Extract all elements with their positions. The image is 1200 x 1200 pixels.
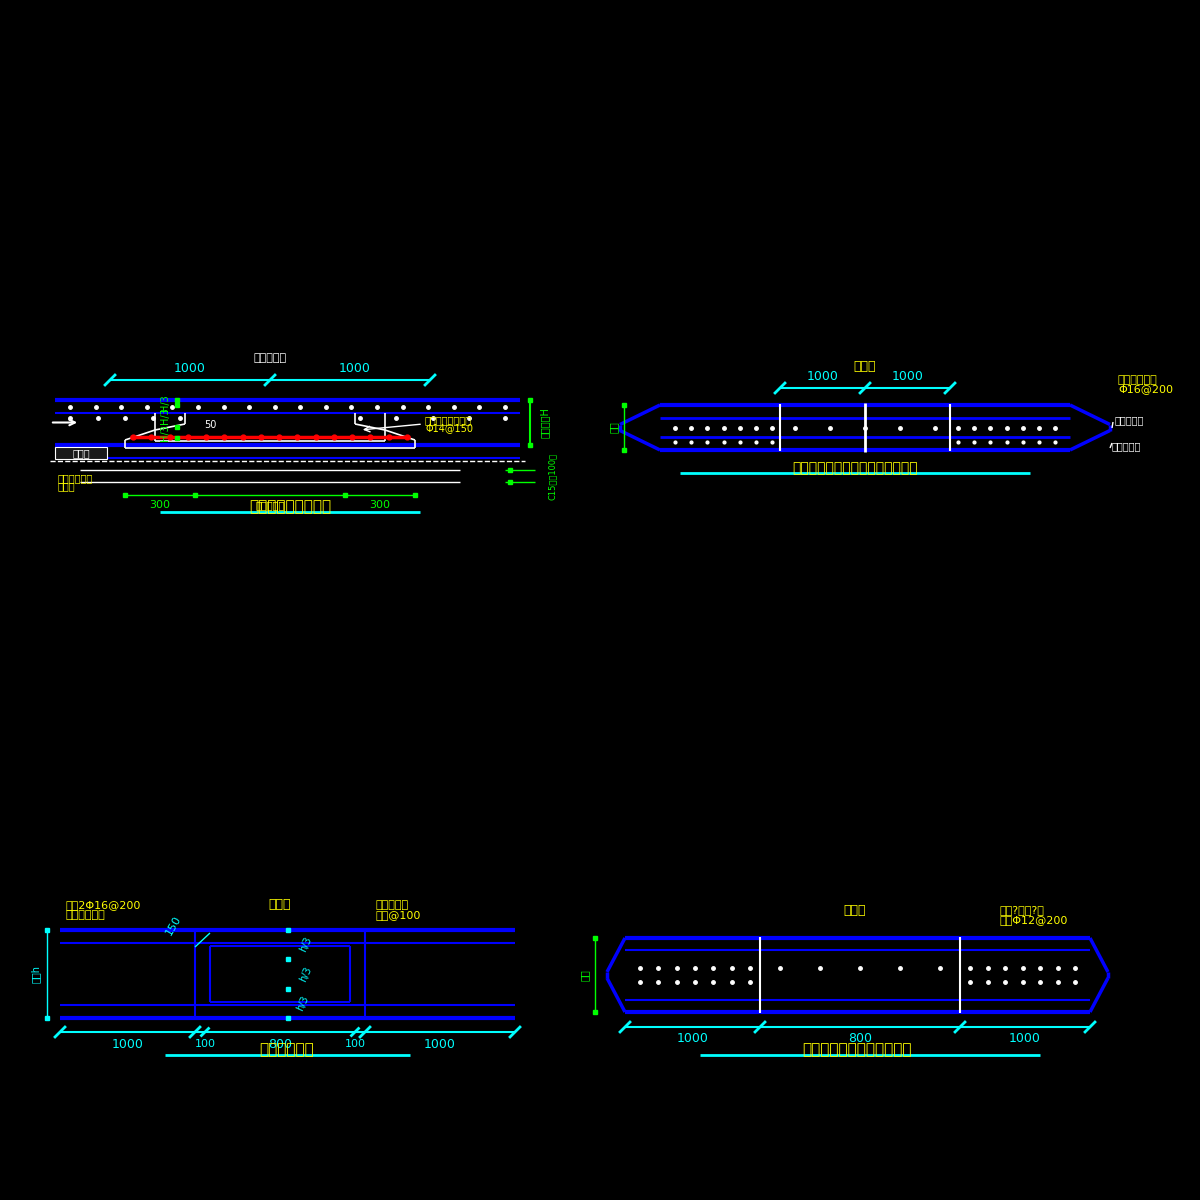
Text: 楼板、内剪力墙后浇带做法: 楼板、内剪力墙后浇带做法 [803,1043,912,1057]
Text: 100: 100 [344,1039,366,1049]
Text: 放置于梁两侧: 放置于梁两侧 [65,910,104,920]
Text: 防水层: 防水层 [72,448,90,458]
Bar [55,446,107,458]
Text: 钢板止水带: 钢板止水带 [1115,415,1145,425]
Text: 箍筋@100: 箍筋@100 [374,910,420,920]
Text: 150: 150 [163,913,182,936]
Text: 800: 800 [268,1038,292,1050]
Text: 后浇带: 后浇带 [844,904,866,917]
Text: H/3: H/3 [160,394,170,410]
Text: H/3: H/3 [160,424,170,440]
Text: H/3: H/3 [160,408,170,425]
Text: h/3: h/3 [298,936,314,954]
Text: 墙厚: 墙厚 [610,421,619,433]
Text: 受力钢筋双排双向: 受力钢筋双排双向 [425,415,472,425]
Text: Φ16@200: Φ16@200 [1118,384,1174,394]
Text: 筏板基础后浇带做法: 筏板基础后浇带做法 [248,499,331,515]
Text: 1000: 1000 [112,1038,144,1050]
Text: 1000: 1000 [1009,1032,1040,1045]
Text: 1000: 1000 [340,361,371,374]
Text: 1000: 1000 [174,361,206,374]
Text: Φ14@150: Φ14@150 [425,422,473,433]
Text: h/3: h/3 [295,994,311,1013]
Text: 上下?内外?各: 上下?内外?各 [1000,905,1045,914]
Text: 内、外各附加: 内、外各附加 [1118,374,1158,385]
Text: 1000: 1000 [806,371,839,384]
Text: 直径同梁内: 直径同梁内 [374,900,408,910]
Text: 加强层混凝土: 加强层混凝土 [58,473,94,482]
Text: 800: 800 [848,1032,872,1045]
Text: h/3: h/3 [298,965,314,983]
Text: 梁后浇带做法: 梁后浇带做法 [259,1043,314,1057]
Text: 300: 300 [370,500,390,510]
Text: 混凝土外墙: 混凝土外墙 [1112,440,1141,451]
Text: 100: 100 [194,1039,216,1049]
Text: 筏板厚度H: 筏板厚度H [540,407,550,438]
Text: 墙厚: 墙厚 [580,970,590,980]
Text: 后浇带: 后浇带 [853,360,876,373]
Text: 后浇带: 后浇带 [269,899,292,912]
Text: 300: 300 [150,500,170,510]
Text: 地下室混凝土外墙后浇带钢筋做法: 地下室混凝土外墙后浇带钢筋做法 [792,461,918,475]
Text: 1000: 1000 [677,1032,708,1045]
Text: C15垫层100厚: C15垫层100厚 [547,452,557,499]
Text: 梁高h: 梁高h [31,965,41,983]
Text: 附加Φ12@200: 附加Φ12@200 [1000,914,1068,925]
Text: 后浇带宽度: 后浇带宽度 [256,500,284,510]
Text: 钢板止水带: 钢板止水带 [253,353,287,362]
Text: 50: 50 [204,420,216,430]
Text: 1000: 1000 [424,1038,456,1050]
Text: 同底板: 同底板 [58,481,76,491]
Text: 附加2Φ16@200: 附加2Φ16@200 [65,900,140,910]
Text: 1000: 1000 [892,371,924,384]
